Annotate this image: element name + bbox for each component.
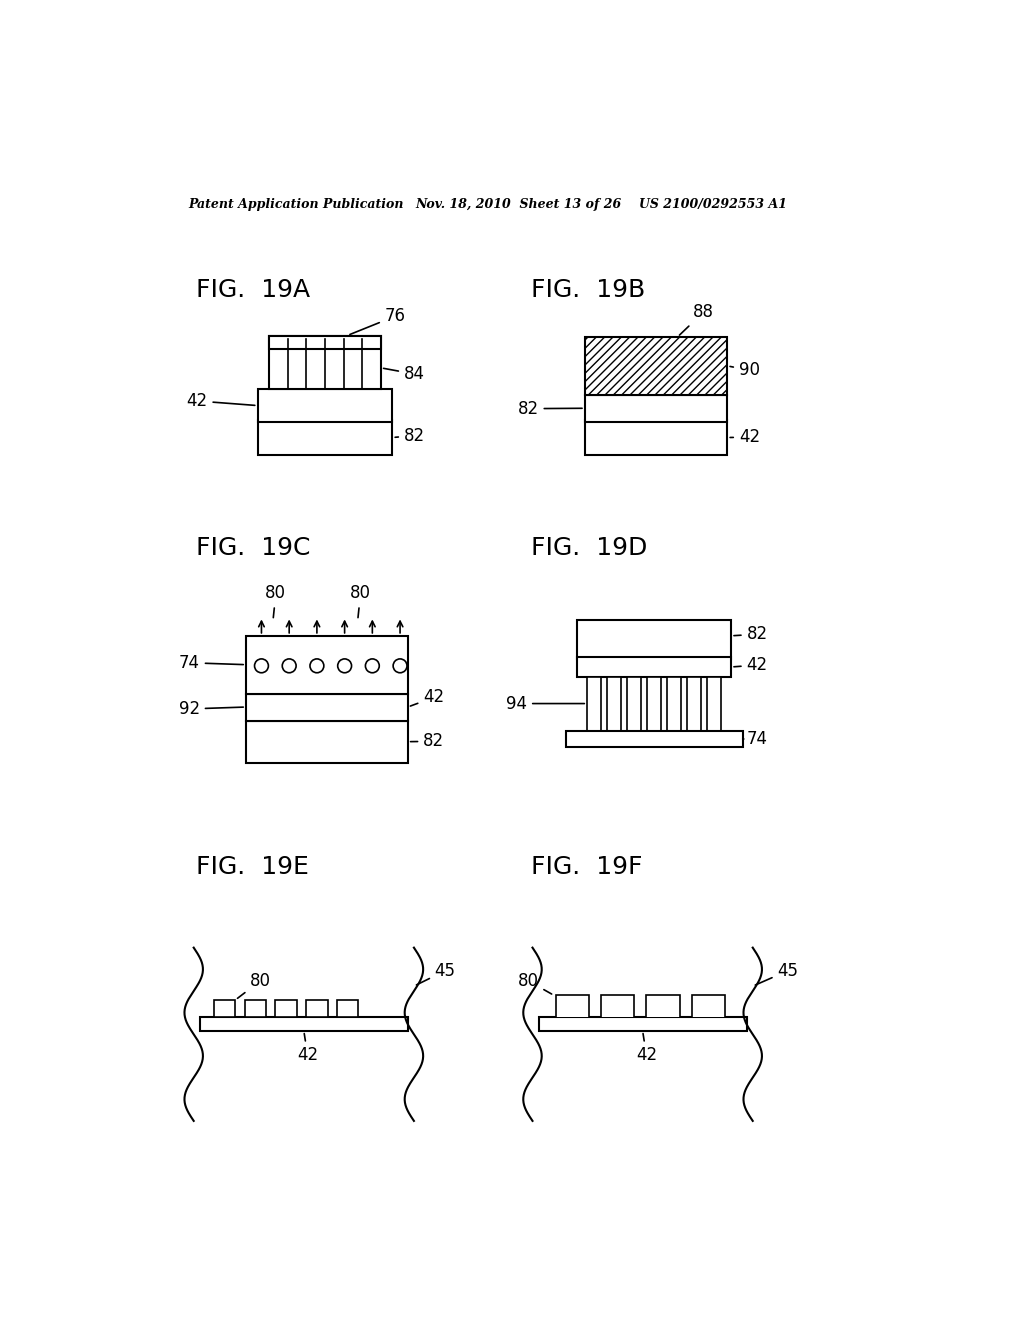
Text: 74: 74 — [742, 730, 768, 748]
Bar — [214, 1001, 236, 1016]
Text: 45: 45 — [756, 962, 799, 985]
Bar — [668, 677, 681, 730]
Text: 80: 80 — [518, 972, 552, 994]
Text: 80: 80 — [265, 585, 287, 618]
Bar — [246, 693, 408, 721]
Text: Patent Application Publication: Patent Application Publication — [188, 198, 403, 211]
Text: FIG.  19F: FIG. 19F — [531, 855, 642, 879]
Bar — [585, 337, 727, 395]
Text: 45: 45 — [417, 962, 456, 985]
Bar — [258, 389, 392, 422]
Text: 42: 42 — [411, 689, 444, 706]
Text: 42: 42 — [636, 1034, 657, 1064]
Bar — [587, 677, 601, 730]
Bar — [246, 721, 408, 763]
Bar — [245, 1001, 266, 1016]
Text: FIG.  19C: FIG. 19C — [196, 536, 310, 560]
PathPatch shape — [692, 995, 725, 1016]
Text: 80: 80 — [350, 585, 371, 618]
Bar — [708, 677, 721, 730]
Bar — [269, 335, 381, 389]
Bar — [306, 1001, 328, 1016]
Text: FIG.  19B: FIG. 19B — [531, 277, 645, 302]
Bar — [539, 1016, 746, 1031]
Text: US 2100/0292553 A1: US 2100/0292553 A1 — [639, 198, 786, 211]
Text: 92: 92 — [179, 700, 244, 718]
Bar — [585, 420, 727, 455]
PathPatch shape — [556, 995, 589, 1016]
Bar — [275, 1001, 297, 1016]
Text: FIG.  19E: FIG. 19E — [196, 855, 309, 879]
Text: FIG.  19D: FIG. 19D — [531, 536, 647, 560]
Text: 42: 42 — [186, 392, 255, 411]
Text: 84: 84 — [384, 366, 425, 383]
Text: 74: 74 — [179, 653, 244, 672]
Bar — [647, 677, 662, 730]
Text: 82: 82 — [411, 733, 444, 750]
Bar — [337, 1001, 358, 1016]
Text: 82: 82 — [517, 400, 582, 417]
Bar — [269, 335, 381, 350]
Text: 90: 90 — [730, 362, 760, 379]
Bar — [687, 677, 701, 730]
Text: FIG.  19A: FIG. 19A — [196, 277, 310, 302]
Bar — [628, 677, 641, 730]
Text: 80: 80 — [238, 972, 271, 998]
Bar — [607, 677, 621, 730]
Bar — [585, 395, 727, 422]
PathPatch shape — [601, 995, 634, 1016]
Text: 88: 88 — [680, 304, 714, 335]
Text: 94: 94 — [506, 694, 585, 713]
Text: 82: 82 — [734, 626, 768, 643]
Text: 42: 42 — [734, 656, 768, 675]
PathPatch shape — [646, 995, 680, 1016]
Text: 82: 82 — [395, 426, 425, 445]
Text: Nov. 18, 2010  Sheet 13 of 26: Nov. 18, 2010 Sheet 13 of 26 — [416, 198, 622, 211]
Bar — [565, 730, 742, 747]
Text: 42: 42 — [297, 1034, 318, 1064]
Bar — [578, 657, 731, 677]
Text: 42: 42 — [730, 428, 760, 446]
Bar — [200, 1016, 408, 1031]
Bar — [246, 636, 408, 693]
Bar — [258, 420, 392, 455]
Text: 76: 76 — [350, 308, 406, 334]
Bar — [578, 620, 731, 659]
